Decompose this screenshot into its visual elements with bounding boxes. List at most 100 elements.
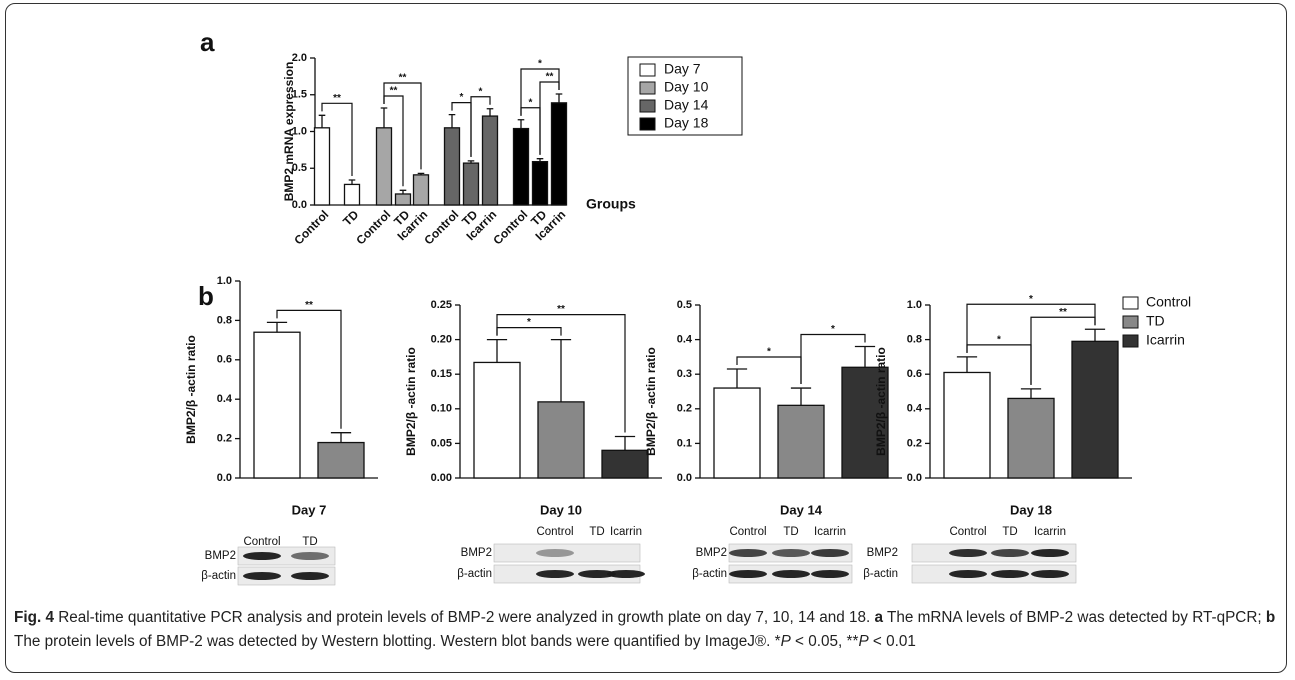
significance-label: **	[390, 86, 398, 97]
legend-swatch	[640, 118, 655, 130]
bar	[474, 362, 520, 478]
y-tick-label: 0.4	[907, 403, 923, 415]
chart-title: Day 7	[292, 502, 327, 517]
x-tick-label: Control	[490, 207, 530, 247]
y-tick-label: 0.20	[431, 334, 452, 346]
blot-band	[536, 570, 574, 578]
error-bar	[381, 108, 388, 128]
blot-lane-label: TD	[783, 526, 798, 538]
blot-row-label: β-actin	[863, 568, 898, 580]
caption-text: < 0.01	[869, 633, 916, 650]
blot-band	[811, 549, 849, 557]
y-tick-label: 1.0	[217, 275, 232, 287]
chart-title: Day 18	[1010, 502, 1052, 517]
blot-band	[729, 549, 767, 557]
error-bar	[487, 340, 507, 363]
significance-label: *	[479, 86, 483, 97]
error-bar	[1085, 329, 1105, 341]
blot-band	[291, 552, 329, 560]
y-axis-title: BMP2/β -actin ratio	[644, 347, 658, 456]
caption-text: Real-time quantitative PCR analysis and …	[54, 609, 875, 626]
blot-band	[607, 570, 645, 578]
error-bar	[518, 120, 525, 129]
significance-bracket	[737, 357, 801, 384]
bar	[602, 450, 648, 478]
page: a b 0.00.51.01.52.0BMP2 mRNA expressionG…	[0, 0, 1295, 680]
y-tick-label: 1.0	[907, 299, 922, 311]
caption-text: P	[858, 633, 868, 650]
figure-caption: Fig. 4 Real-time quantitative PCR analys…	[14, 606, 1276, 654]
y-axis-title: BMP2 mRNA expression	[282, 62, 296, 202]
significance-label: **	[546, 72, 554, 83]
legend-label: Day 7	[664, 61, 701, 77]
caption-text: The mRNA levels of BMP-2 was detected by…	[883, 609, 1266, 626]
y-tick-label: 0.8	[217, 314, 232, 326]
blot-lane-label: Icarrin	[814, 526, 846, 538]
y-axis-title: BMP2/β -actin ratio	[874, 347, 888, 456]
legend-swatch	[1123, 316, 1138, 328]
x-tick-label: Control	[421, 207, 461, 247]
error-bar	[791, 388, 811, 405]
blot-band	[772, 570, 810, 578]
legend-swatch	[1123, 335, 1138, 347]
x-tick-label: Control	[353, 207, 393, 247]
caption-text: a	[875, 609, 884, 626]
bar	[377, 128, 392, 205]
significance-label: *	[460, 92, 464, 103]
blot-lane-label: Control	[729, 526, 766, 538]
y-tick-label: 0.3	[677, 368, 692, 380]
error-bar	[957, 357, 977, 373]
panel-label: a	[200, 27, 215, 57]
legend-label: Day 18	[664, 115, 709, 131]
bar	[414, 175, 429, 205]
legend-label: TD	[1146, 313, 1165, 329]
blot-band	[811, 570, 849, 578]
error-bar	[615, 436, 635, 450]
caption-text: P	[781, 633, 791, 650]
error-bar	[855, 347, 875, 368]
y-tick-label: 0.00	[431, 472, 452, 484]
legend-swatch	[640, 82, 655, 94]
blot-lane-label: Icarrin	[610, 526, 642, 538]
bar	[315, 128, 330, 205]
blot-row-label: BMP2	[867, 547, 898, 559]
blot-band	[1031, 549, 1069, 557]
bar	[1008, 398, 1054, 478]
blot-row-label: BMP2	[461, 547, 492, 559]
significance-bracket	[497, 328, 561, 336]
significance-label: *	[831, 324, 835, 335]
blot-lane-label: Control	[949, 526, 986, 538]
bar	[445, 128, 460, 205]
bar	[714, 388, 760, 478]
blot-lane-label: TD	[589, 526, 604, 538]
significance-label: *	[1029, 294, 1033, 305]
x-tick-label: Control	[291, 207, 331, 247]
significance-label: *	[527, 317, 531, 328]
y-tick-label: 0.4	[217, 393, 233, 405]
legend-label: Control	[1146, 294, 1191, 310]
significance-label: **	[557, 304, 565, 315]
blot-lane-label: Icarrin	[1034, 526, 1066, 538]
bar	[345, 184, 360, 205]
chart-title: Day 14	[780, 502, 823, 517]
significance-label: **	[1059, 307, 1067, 318]
error-bar	[267, 322, 287, 332]
y-tick-label: 0.4	[677, 334, 693, 346]
blot-lane-label: Control	[243, 536, 280, 548]
significance-label: *	[529, 97, 533, 108]
caption-text: Fig. 4	[14, 609, 54, 626]
panel-label: b	[198, 281, 214, 311]
error-bar	[727, 369, 747, 388]
blot-row-label: BMP2	[696, 547, 727, 559]
significance-label: *	[538, 59, 542, 70]
y-axis-title: BMP2/β -actin ratio	[404, 347, 418, 456]
significance-label: **	[399, 73, 407, 84]
significance-label: *	[997, 335, 1001, 346]
y-tick-label: 0.2	[677, 403, 692, 415]
y-tick-label: 0.6	[217, 354, 232, 366]
blot-row-label: BMP2	[205, 550, 236, 562]
error-bar	[487, 109, 494, 116]
legend-swatch	[640, 64, 655, 76]
bar	[538, 402, 584, 478]
bar	[514, 129, 529, 205]
